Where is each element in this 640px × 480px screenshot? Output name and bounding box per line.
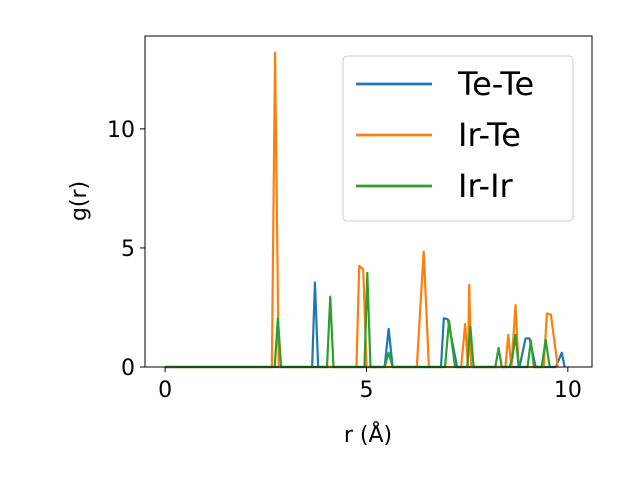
x-axis-label: r (Å) xyxy=(344,421,392,448)
y-axis-label: g(r) xyxy=(67,181,92,221)
legend-label-ir-ir: Ir-Ir xyxy=(458,167,514,205)
x-tick-label: 10 xyxy=(554,378,582,403)
legend: Te-Te Ir-Te Ir-Ir xyxy=(342,55,574,222)
plot-frame xyxy=(144,35,593,368)
legend-label-ir-te: Ir-Te xyxy=(458,116,521,154)
ticks-layer: 0 5 10 0 5 10 xyxy=(107,118,582,403)
y-tick-label: 10 xyxy=(107,118,135,143)
legend-label-te-te: Te-Te xyxy=(457,65,534,103)
x-tick-label: 0 xyxy=(158,378,172,403)
legend-box xyxy=(342,55,574,222)
x-tick-label: 5 xyxy=(359,378,373,403)
y-tick-label: 5 xyxy=(121,237,135,262)
y-tick-label: 0 xyxy=(121,356,135,381)
